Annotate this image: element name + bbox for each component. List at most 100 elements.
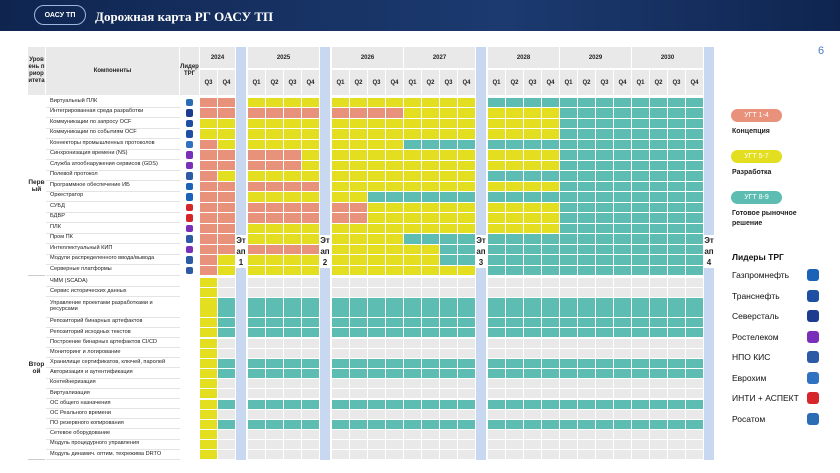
leader-header: Лидер ТРГ (180, 47, 199, 95)
roadmap-cell (578, 419, 595, 429)
roadmap-cell (368, 129, 385, 139)
roadmap-cell (686, 287, 703, 297)
roadmap-cell (422, 150, 439, 160)
roadmap-cell (650, 150, 667, 160)
roadmap-cell (560, 97, 577, 107)
roadmap-cell (488, 399, 505, 409)
roadmap-cell (578, 297, 595, 318)
roadmap-cell (422, 450, 439, 460)
roadmap-cell (506, 419, 523, 429)
roadmap-cell (248, 399, 265, 409)
roadmap-cell (560, 389, 577, 399)
roadmap-cell (614, 202, 631, 212)
roadmap-cell (332, 171, 349, 181)
roadmap-cell (302, 223, 319, 233)
roadmap-cell (614, 192, 631, 202)
roadmap-cell (686, 440, 703, 450)
roadmap-cell (284, 118, 301, 128)
year-header: 2026 (332, 47, 403, 68)
roadmap-cell (218, 181, 235, 191)
roadmap-cell (248, 277, 265, 287)
roadmap-cell (650, 129, 667, 139)
roadmap-cell (218, 328, 235, 338)
quarter-header: Q3 (284, 70, 301, 95)
components-header: Компоненты (46, 47, 179, 95)
roadmap-cell (404, 409, 421, 419)
roadmap-cell (668, 297, 685, 318)
roadmap-cell (200, 265, 217, 275)
roadmap-cell (248, 297, 265, 318)
roadmap-cell (632, 223, 649, 233)
roadmap-cell (422, 297, 439, 318)
leader-icon (186, 119, 193, 127)
roadmap-cell (542, 409, 559, 419)
roadmap-cell (578, 255, 595, 265)
roadmap-cell (404, 160, 421, 170)
roadmap-cell (458, 318, 475, 328)
component-name: Коннекторы промышленных протоколов (46, 139, 180, 150)
roadmap-cell (248, 430, 265, 440)
roadmap-cell (440, 348, 457, 358)
roadmap-cell (542, 328, 559, 338)
roadmap-cell (542, 202, 559, 212)
roadmap-cell (686, 192, 703, 202)
roadmap-cell (404, 139, 421, 149)
roadmap-cell (200, 450, 217, 460)
roadmap-cell (350, 450, 367, 460)
quarter-header: Q4 (302, 70, 319, 95)
roadmap-cell (578, 409, 595, 419)
roadmap-cell (218, 389, 235, 399)
roadmap-cell (578, 379, 595, 389)
roadmap-cell (218, 379, 235, 389)
roadmap-cell (668, 234, 685, 244)
roadmap-cell (524, 328, 541, 338)
roadmap-cell (614, 379, 631, 389)
roadmap-cell (506, 265, 523, 275)
year-header: 2028 (488, 47, 559, 68)
roadmap-cell (458, 338, 475, 348)
roadmap-cell (218, 244, 235, 254)
roadmap-cell (248, 389, 265, 399)
year-header: 2025 (248, 47, 319, 68)
legend-pill: УГТ 1-4 (731, 109, 782, 122)
roadmap-cell (596, 181, 613, 191)
roadmap-cell (440, 139, 457, 149)
roadmap-cell (560, 108, 577, 118)
component-name: Мониторинг и логирование (46, 348, 180, 359)
quarter-header: Q2 (650, 70, 667, 95)
roadmap-cell (542, 265, 559, 275)
roadmap-cell (560, 160, 577, 170)
roadmap-cell (248, 255, 265, 265)
roadmap-cell (386, 265, 403, 275)
roadmap-cell (488, 358, 505, 368)
roadmap-cell (488, 287, 505, 297)
roadmap-cell (650, 255, 667, 265)
roadmap-cell (650, 328, 667, 338)
roadmap-cell (596, 369, 613, 379)
roadmap-cell (302, 213, 319, 223)
roadmap-cell (200, 108, 217, 118)
roadmap-cell (458, 419, 475, 429)
roadmap-cell (368, 318, 385, 328)
roadmap-cell (200, 160, 217, 170)
roadmap-cell (650, 118, 667, 128)
roadmap-cell (578, 265, 595, 275)
roadmap-cell (302, 118, 319, 128)
roadmap-cell (218, 202, 235, 212)
quarter-header: Q1 (560, 70, 577, 95)
roadmap-cell (488, 171, 505, 181)
roadmap-cell (668, 389, 685, 399)
roadmap-cell (458, 389, 475, 399)
roadmap-cell (200, 419, 217, 429)
roadmap-cell (368, 171, 385, 181)
leader-name: НПО КИС (732, 352, 771, 362)
roadmap-cell (596, 297, 613, 318)
roadmap-cell (302, 129, 319, 139)
leader-icon (186, 203, 193, 211)
roadmap-cell (302, 108, 319, 118)
roadmap-cell (650, 160, 667, 170)
roadmap-cell (440, 318, 457, 328)
roadmap-cell (596, 244, 613, 254)
roadmap-cell (200, 389, 217, 399)
quarter-header: Q3 (524, 70, 541, 95)
